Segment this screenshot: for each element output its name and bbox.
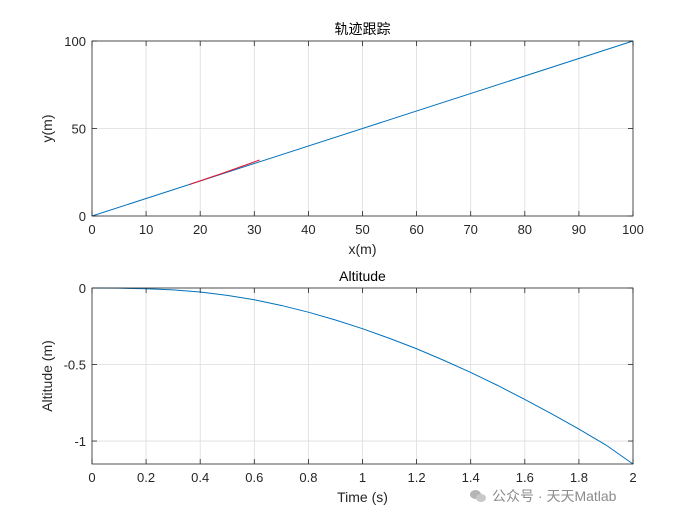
chart1-y-tick-label: 0: [79, 209, 86, 224]
chart1-x-tick-label: 30: [247, 222, 261, 237]
chart2-x-tick-label: 1.6: [516, 470, 534, 485]
chart2-y-tick-label: 0: [79, 281, 86, 296]
chart1-x-tick-label: 50: [355, 222, 369, 237]
chart1-x-tick-label: 90: [572, 222, 586, 237]
chart1-y-tick-label: 100: [64, 34, 86, 49]
chart2-x-tick-label: 1.4: [462, 470, 480, 485]
chart1-x-tick-label: 10: [139, 222, 153, 237]
chart1-title: 轨迹跟踪: [335, 21, 391, 37]
chart1-x-tick-label: 40: [301, 222, 315, 237]
chart2-x-tick-label: 0.8: [299, 470, 317, 485]
chart1-x-tick-label: 70: [463, 222, 477, 237]
chart1-y-axis-label: y(m): [39, 115, 55, 143]
chart2-series-altitude: [91, 287, 634, 465]
chart2-x-tick-label: 1.2: [408, 470, 426, 485]
watermark: 公众号 · 天天Matlab: [470, 486, 616, 506]
chart2-x-axis-label: Time (s): [337, 489, 388, 505]
chart1-x-axis-label: x(m): [349, 241, 377, 257]
chart2-x-tick-label: 0.4: [191, 470, 209, 485]
chart1-x-tick-label: 0: [88, 222, 95, 237]
chart2-x-tick-label: 1: [359, 470, 366, 485]
watermark-text: 公众号 · 天天Matlab: [492, 488, 617, 504]
chart2-y-tick-label: -1: [74, 434, 86, 449]
chart2-y-tick-label: -0.5: [64, 358, 86, 373]
chart1-x-tick-label: 20: [193, 222, 207, 237]
chart2-x-tick-label: 2: [629, 470, 636, 485]
chart1-series-tracked-path: [189, 159, 260, 185]
chart1-x-tick-label: 80: [518, 222, 532, 237]
chart2-x-tick-label: 0.6: [245, 470, 263, 485]
chart1-x-tick-label: 60: [409, 222, 423, 237]
chart2-y-axis-label: Altitude (m): [39, 340, 55, 412]
chart2-x-tick-label: 0.2: [137, 470, 155, 485]
chart1-y-tick-label: 50: [72, 122, 86, 137]
chart1-series-reference-path: [91, 40, 634, 217]
wechat-icon: [470, 489, 486, 503]
chart1-x-tick-label: 100: [622, 222, 644, 237]
chart2-x-tick-label: 1.8: [570, 470, 588, 485]
chart2-title: Altitude: [339, 268, 386, 284]
chart2-x-tick-label: 0: [88, 470, 95, 485]
